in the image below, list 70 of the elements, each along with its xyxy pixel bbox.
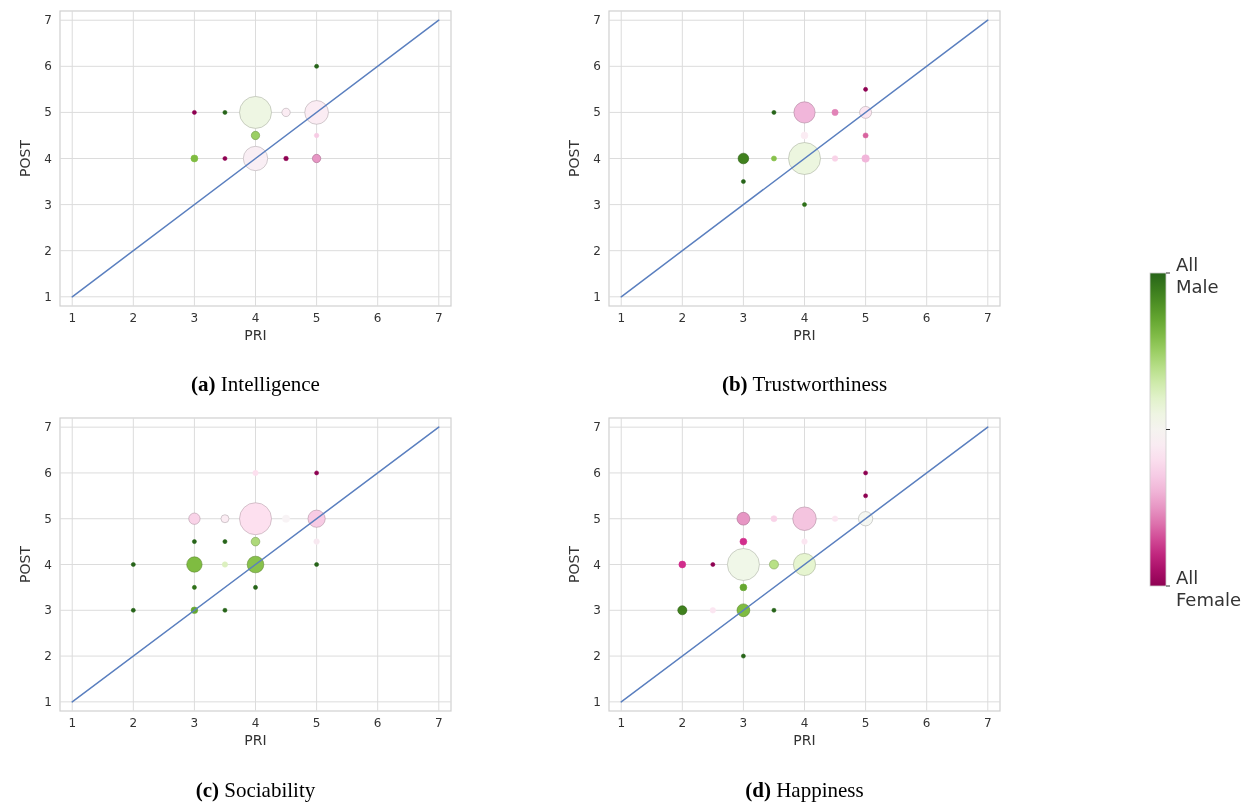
y-tick-label: 7: [593, 13, 601, 28]
y-tick-label: 6: [44, 465, 52, 480]
y-tick-label: 4: [44, 151, 52, 166]
x-tick-label: 7: [983, 716, 992, 730]
x-tick-label: 4: [800, 311, 809, 325]
y-tick-label: 4: [593, 557, 601, 572]
y-tick-label: 6: [593, 59, 601, 74]
x-tick-label: 1: [617, 716, 626, 730]
y-tick-label: 2: [593, 243, 601, 258]
y-axis-title: POST: [17, 139, 33, 177]
y-tick-label: 4: [593, 151, 601, 166]
y-tick-label: 4: [44, 557, 52, 572]
text: (c) Sociability: [195, 778, 316, 802]
x-tick-label: 5: [861, 716, 870, 730]
x-tick-label: 5: [312, 716, 321, 730]
y-axis-title: POST: [566, 139, 582, 177]
y-axis-title: POST: [17, 545, 33, 583]
x-tick-label: 4: [800, 716, 809, 730]
x-axis-title: PRI: [244, 732, 267, 748]
y-tick-label: 5: [44, 105, 52, 120]
color-bar-label: All Female: [1176, 567, 1242, 610]
x-tick-label: 4: [251, 716, 260, 730]
x-tick-label: 2: [678, 311, 687, 325]
text: (d) Happiness: [745, 778, 864, 802]
y-tick-label: 5: [593, 511, 601, 526]
x-tick-label: 1: [617, 311, 626, 325]
y-tick-label: 1: [593, 289, 601, 304]
y-axis-title: POST: [566, 545, 582, 583]
x-tick-label: 7: [983, 311, 992, 325]
x-tick-label: 3: [739, 311, 748, 325]
x-tick-label: 3: [190, 716, 199, 730]
x-tick-label: 5: [312, 311, 321, 325]
y-tick-label: 6: [593, 465, 601, 480]
x-tick-label: 6: [373, 716, 382, 730]
x-axis-title: PRI: [244, 327, 267, 343]
x-tick-label: 6: [922, 716, 931, 730]
y-tick-label: 1: [44, 289, 52, 304]
x-tick-label: 3: [190, 311, 199, 325]
x-tick-label: 7: [434, 716, 443, 730]
x-tick-label: 3: [739, 716, 748, 730]
y-tick-label: 7: [44, 13, 52, 28]
y-tick-label: 2: [44, 243, 52, 258]
y-tick-label: 1: [44, 694, 52, 709]
text: (a) Intelligence: [191, 372, 320, 396]
y-tick-label: 3: [44, 603, 52, 618]
x-tick-label: 1: [68, 311, 77, 325]
y-tick-label: 3: [44, 197, 52, 212]
color-bar-label: All Male: [1176, 254, 1219, 297]
x-tick-label: 6: [922, 311, 931, 325]
x-tick-label: 1: [68, 716, 77, 730]
y-tick-label: 2: [44, 649, 52, 664]
y-tick-label: 6: [44, 59, 52, 74]
y-tick-label: 3: [593, 197, 601, 212]
x-tick-label: 7: [434, 311, 443, 325]
x-tick-label: 2: [129, 311, 138, 325]
x-tick-label: 5: [861, 311, 870, 325]
x-tick-label: 6: [373, 311, 382, 325]
x-axis-title: PRI: [793, 327, 816, 343]
y-tick-label: 1: [593, 694, 601, 709]
y-tick-label: 3: [593, 603, 601, 618]
y-tick-label: 5: [593, 105, 601, 120]
y-tick-label: 2: [593, 649, 601, 664]
y-tick-label: 5: [44, 511, 52, 526]
y-tick-label: 7: [593, 420, 601, 435]
x-axis-title: PRI: [793, 732, 816, 748]
x-tick-label: 4: [251, 311, 260, 325]
text: (b) Trustworthiness: [721, 372, 888, 396]
x-tick-label: 2: [129, 716, 138, 730]
x-tick-label: 2: [678, 716, 687, 730]
y-tick-label: 7: [44, 420, 52, 435]
